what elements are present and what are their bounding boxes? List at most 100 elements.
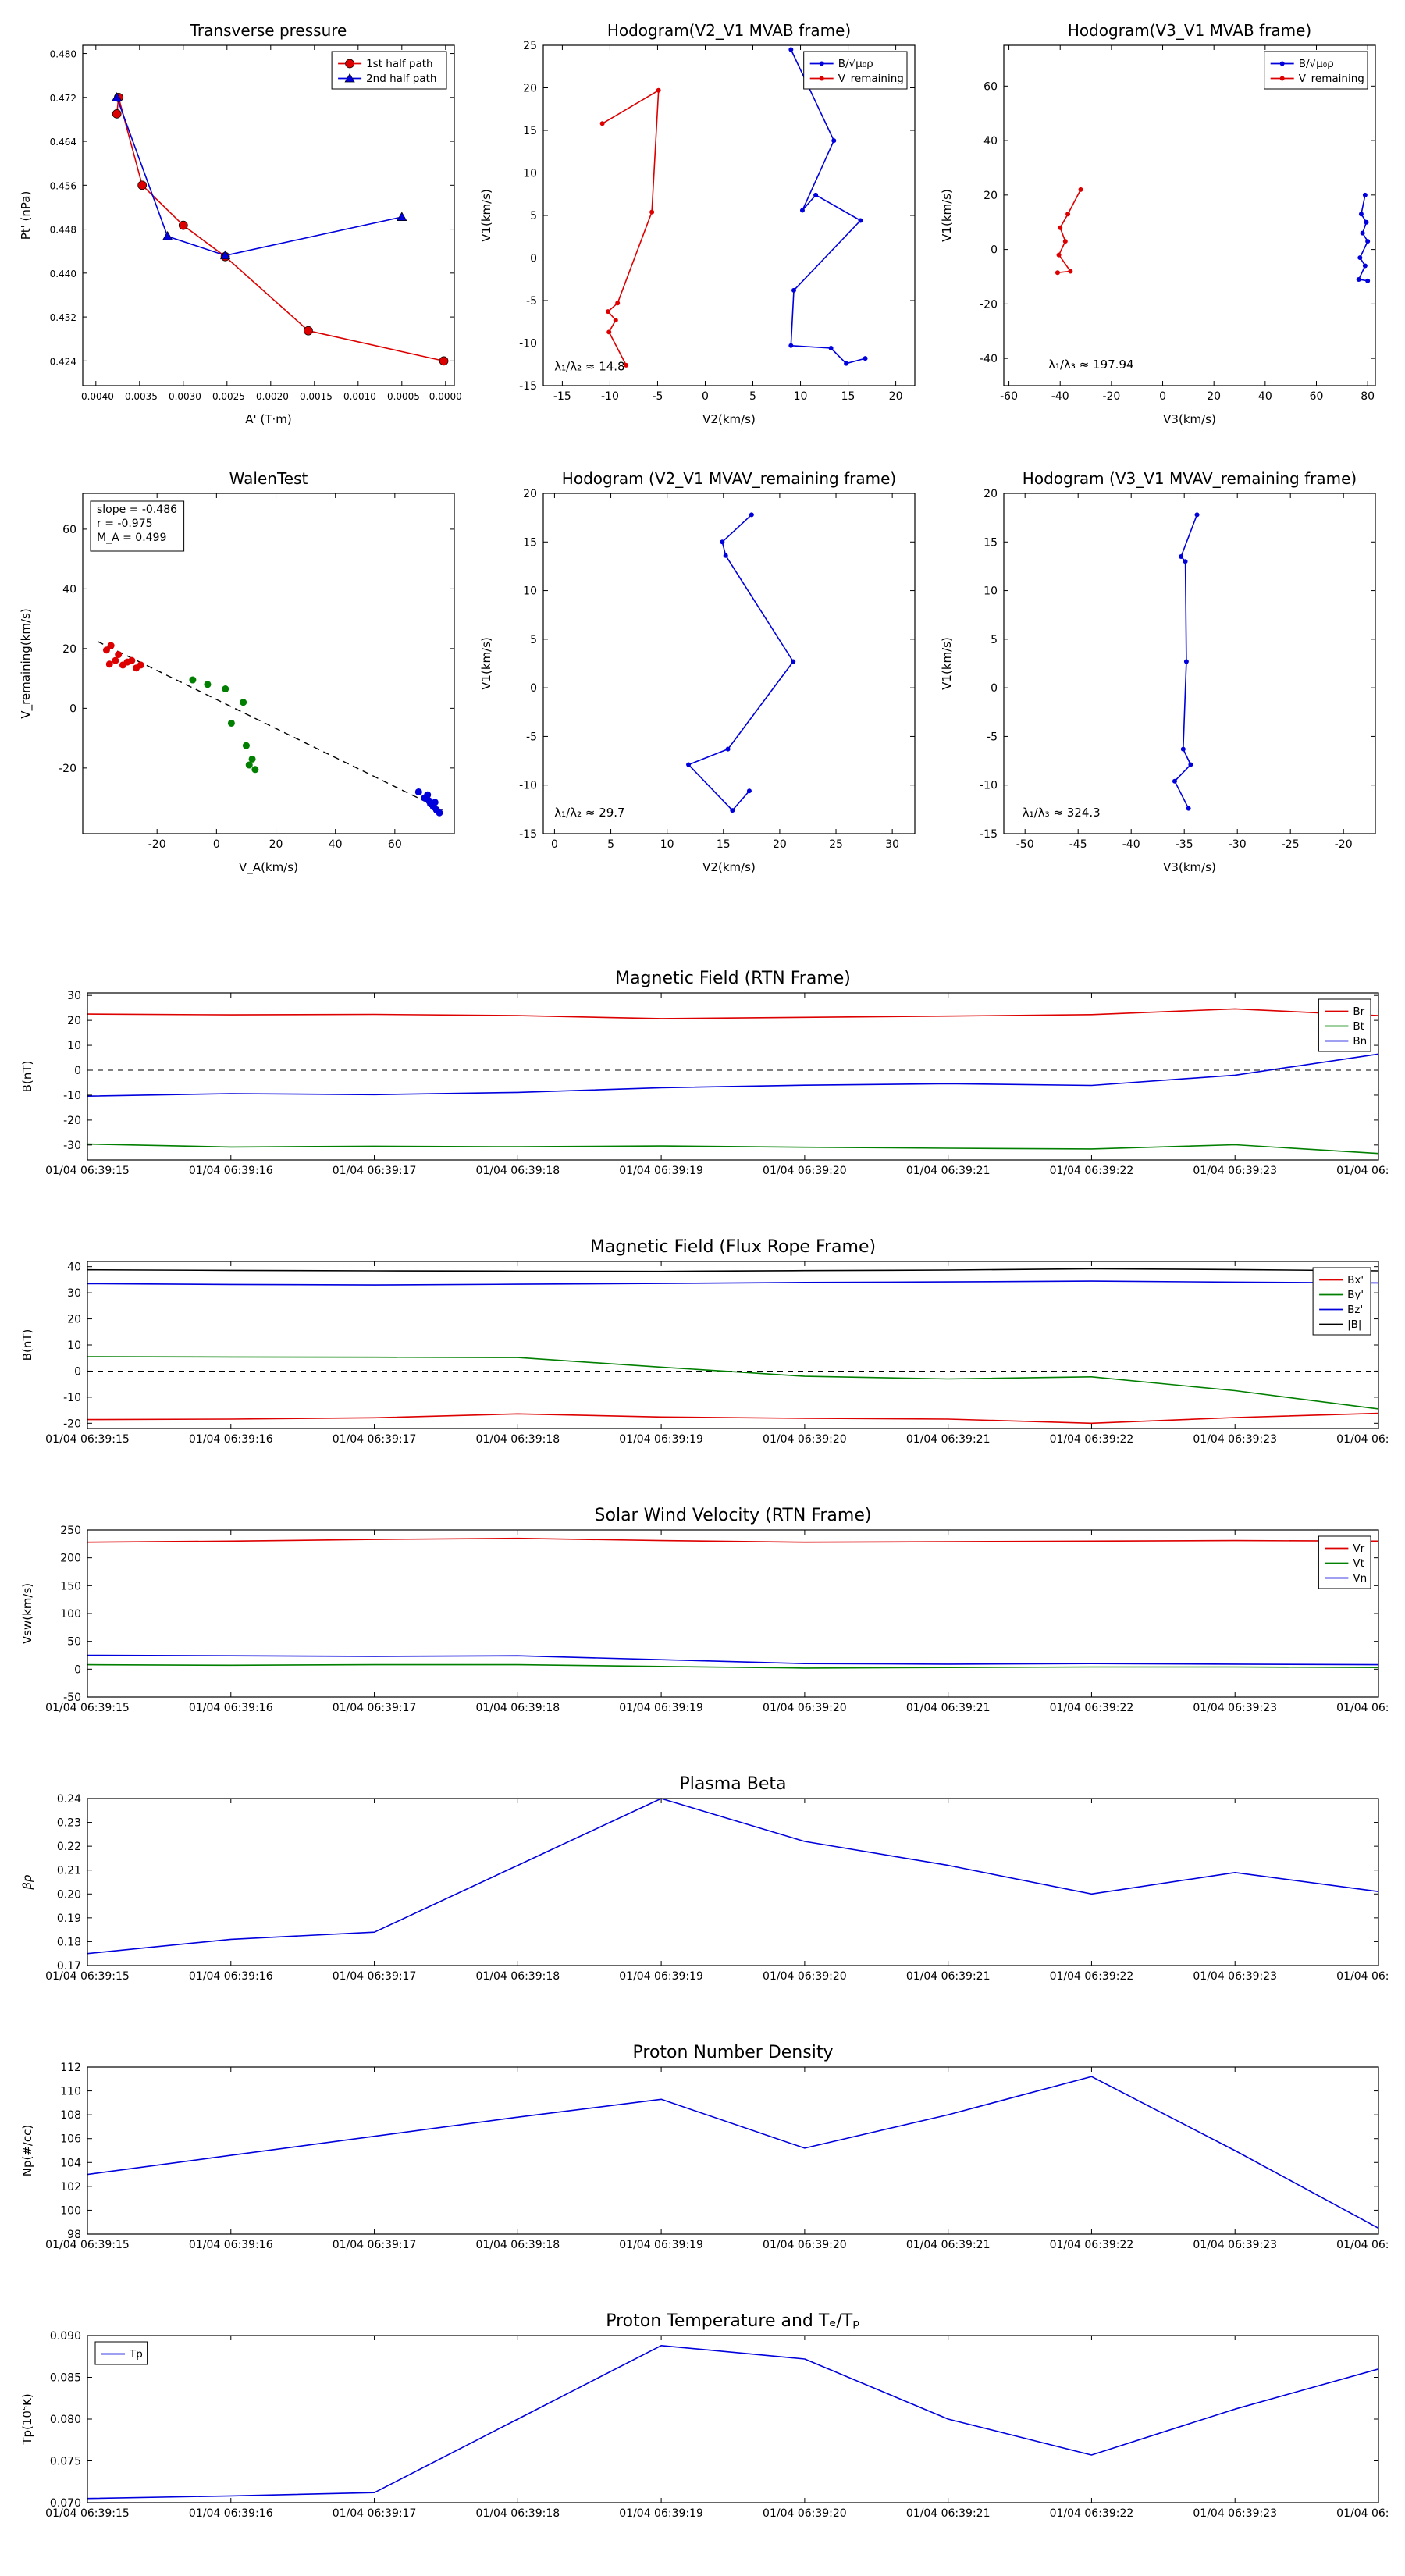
panel-proton-number-density: 01/04 06:39:15 01/04 06:39:16 01/04 06:39:… bbox=[16, 2036, 1405, 2270]
svg-text:01/04 06:39:20: 01/04 06:39:20 bbox=[763, 1702, 847, 1714]
plot-hodogram_v3v1_mvav: -50 -45 -40 -35 -30 -25 -20-15-10-505101520Hod… bbox=[940, 469, 1376, 874]
svg-text:Vn: Vn bbox=[1353, 1572, 1367, 1585]
svg-text:20: 20 bbox=[62, 643, 76, 656]
svg-text:01/04 06:39:16: 01/04 06:39:16 bbox=[189, 1433, 273, 1446]
svg-text:20: 20 bbox=[773, 838, 787, 851]
svg-text:100: 100 bbox=[60, 1608, 81, 1621]
svg-text:-20: -20 bbox=[63, 1115, 81, 1127]
svg-text:r = -0.975: r = -0.975 bbox=[97, 518, 153, 530]
chart-hodogram-v2v1-mvab: -15 -10 -5 0 5 10 15 20 -15 -10 -5 0 5 10 15 20 25 Hodogr… bbox=[475, 9, 927, 431]
svg-text:-20: -20 bbox=[148, 838, 166, 851]
svg-text:01/04 06:39:17: 01/04 06:39:17 bbox=[333, 1433, 417, 1446]
svg-text:-15: -15 bbox=[519, 828, 537, 841]
svg-text:01/04 06:39:19: 01/04 06:39:19 bbox=[619, 1433, 703, 1446]
svg-text:0: 0 bbox=[551, 838, 558, 851]
svg-text:10: 10 bbox=[794, 390, 808, 403]
svg-text:0.085: 0.085 bbox=[50, 2372, 81, 2385]
svg-text:01/04 06:39:19: 01/04 06:39:19 bbox=[619, 2239, 703, 2251]
svg-text:2nd half path: 2nd half path bbox=[366, 73, 436, 85]
plot-beta: 01/04 06:39:15 01/04 06:39:16 01/04 06:39:… bbox=[20, 1774, 1405, 1983]
svg-text:Hodogram (V3_V1 MVAV_remaining: Hodogram (V3_V1 MVAV_remaining frame) bbox=[1023, 469, 1357, 488]
svg-text:01/04 06:39:23: 01/04 06:39:23 bbox=[1193, 1433, 1277, 1446]
svg-text:-60: -60 bbox=[1000, 390, 1018, 403]
svg-text:0.23: 0.23 bbox=[57, 1817, 81, 1830]
svg-text:λ₁/λ₃ ≈ 197.94: λ₁/λ₃ ≈ 197.94 bbox=[1048, 358, 1133, 372]
svg-text:60: 60 bbox=[388, 838, 402, 851]
svg-text:112: 112 bbox=[60, 2062, 81, 2074]
svg-text:-10: -10 bbox=[519, 780, 537, 792]
svg-text:10: 10 bbox=[660, 838, 674, 851]
svg-text:20: 20 bbox=[984, 190, 998, 202]
svg-text:15: 15 bbox=[523, 536, 537, 549]
svg-text:-0.0005: -0.0005 bbox=[384, 391, 420, 402]
svg-text:0.21: 0.21 bbox=[57, 1865, 81, 1877]
chart-transverse-pressure: -0.0040 -0.0035 -0.0030 -0.0025 -0.0020 -0.00… bbox=[14, 9, 467, 431]
chart-hodogram-v3v1-mvab: -60 -40 -20 0 20 40 60 80 -40 -20 0 20 40 60 Hodogram(… bbox=[935, 9, 1388, 431]
svg-text:40: 40 bbox=[62, 583, 76, 596]
svg-text:0: 0 bbox=[74, 1365, 81, 1378]
svg-text:Plasma Beta: Plasma Beta bbox=[680, 1774, 787, 1794]
svg-text:10: 10 bbox=[523, 168, 537, 180]
svg-text:V3(km/s): V3(km/s) bbox=[1163, 860, 1216, 874]
svg-text:104: 104 bbox=[60, 2157, 81, 2169]
svg-text:Tp: Tp bbox=[129, 2348, 143, 2361]
svg-text:-30: -30 bbox=[1229, 838, 1247, 851]
svg-text:40: 40 bbox=[329, 838, 343, 851]
svg-text:0: 0 bbox=[991, 244, 998, 257]
svg-text:250: 250 bbox=[60, 1525, 81, 1537]
svg-text:Proton Number Density: Proton Number Density bbox=[633, 2043, 834, 2062]
svg-text:Bx': Bx' bbox=[1347, 1274, 1364, 1286]
svg-text:01/04 06:39:17: 01/04 06:39:17 bbox=[333, 1165, 417, 1177]
svg-text:-15: -15 bbox=[519, 380, 537, 393]
plot-vsw_rtn: 01/04 06:39:15 01/04 06:39:16 01/04 06:39:… bbox=[20, 1506, 1405, 1714]
svg-text:0.424: 0.424 bbox=[50, 356, 76, 367]
svg-text:λ₁/λ₃ ≈ 324.3: λ₁/λ₃ ≈ 324.3 bbox=[1023, 806, 1101, 820]
svg-text:0.0000: 0.0000 bbox=[429, 391, 462, 402]
svg-text:01/04 06:39:20: 01/04 06:39:20 bbox=[763, 2239, 847, 2251]
svg-text:0: 0 bbox=[213, 838, 220, 851]
svg-text:M_A = 0.499: M_A = 0.499 bbox=[97, 532, 166, 544]
svg-text:-20: -20 bbox=[1335, 838, 1353, 851]
svg-text:1st half path: 1st half path bbox=[366, 58, 433, 70]
svg-text:10: 10 bbox=[67, 1340, 81, 1352]
svg-text:Bn: Bn bbox=[1353, 1035, 1367, 1048]
svg-text:10: 10 bbox=[67, 1040, 81, 1052]
svg-text:01/04 06:39:23: 01/04 06:39:23 bbox=[1193, 1702, 1277, 1714]
svg-text:0.432: 0.432 bbox=[50, 312, 76, 323]
svg-text:200: 200 bbox=[60, 1553, 81, 1565]
svg-text:01/04 06:39:16: 01/04 06:39:16 bbox=[189, 1970, 273, 1983]
svg-text:106: 106 bbox=[60, 2133, 81, 2146]
svg-text:01/04 06:39:18: 01/04 06:39:18 bbox=[475, 2239, 560, 2251]
panel-magnetic-field-rtn: 01/04 06:39:15 01/04 06:39:16 01/04 06:39:… bbox=[16, 962, 1405, 1196]
svg-text:01/04 06:39:23: 01/04 06:39:23 bbox=[1193, 2239, 1277, 2251]
svg-text:V1(km/s): V1(km/s) bbox=[479, 637, 493, 690]
svg-text:slope = -0.486: slope = -0.486 bbox=[97, 503, 177, 516]
svg-text:Transverse pressure: Transverse pressure bbox=[190, 21, 347, 40]
svg-text:0.24: 0.24 bbox=[57, 1793, 81, 1806]
svg-text:0: 0 bbox=[991, 682, 998, 695]
panel-magnetic-field-flux-rope: 01/04 06:39:15 01/04 06:39:16 01/04 06:39:… bbox=[16, 1230, 1405, 1464]
svg-text:100: 100 bbox=[60, 2204, 81, 2217]
svg-text:01/04 06:39:18: 01/04 06:39:18 bbox=[475, 1165, 560, 1177]
svg-text:15: 15 bbox=[984, 536, 998, 549]
svg-text:Vt: Vt bbox=[1353, 1557, 1364, 1570]
svg-text:-5: -5 bbox=[987, 731, 998, 743]
svg-text:Br: Br bbox=[1353, 1005, 1364, 1018]
svg-text:60: 60 bbox=[1310, 390, 1324, 403]
plot-temp: 01/04 06:39:15 01/04 06:39:16 01/04 06:39:… bbox=[20, 2311, 1405, 2520]
plot-mag_fr: 01/04 06:39:15 01/04 06:39:16 01/04 06:39:… bbox=[20, 1237, 1405, 1446]
svg-text:B(nT): B(nT) bbox=[20, 1061, 34, 1093]
svg-text:40: 40 bbox=[67, 1261, 81, 1274]
svg-text:40: 40 bbox=[984, 135, 998, 148]
svg-text:60: 60 bbox=[984, 80, 998, 93]
svg-text:20: 20 bbox=[1207, 390, 1221, 403]
svg-text:V_A(km/s): V_A(km/s) bbox=[239, 860, 298, 875]
svg-text:-40: -40 bbox=[1122, 838, 1140, 851]
svg-text:60: 60 bbox=[62, 524, 76, 536]
svg-text:-5: -5 bbox=[652, 390, 663, 403]
svg-text:-40: -40 bbox=[1051, 390, 1069, 403]
svg-text:01/04 06:39:20: 01/04 06:39:20 bbox=[763, 1165, 847, 1177]
svg-text:-15: -15 bbox=[553, 390, 571, 403]
svg-text:01/04 06:39:16: 01/04 06:39:16 bbox=[189, 1702, 273, 1714]
